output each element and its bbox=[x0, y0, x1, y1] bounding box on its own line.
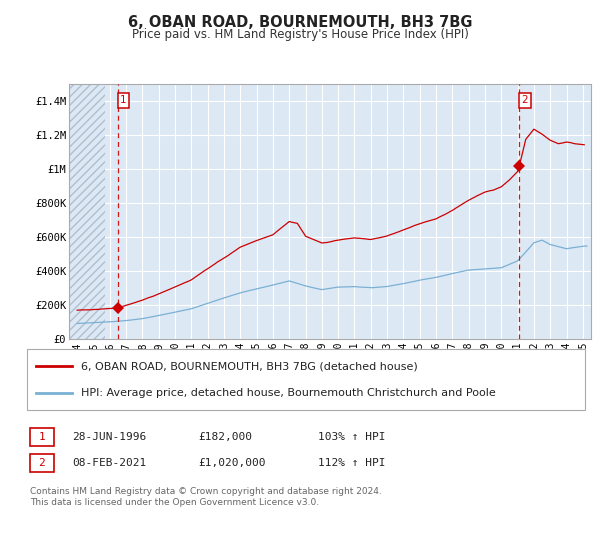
Text: 1: 1 bbox=[120, 95, 127, 105]
Text: 103% ↑ HPI: 103% ↑ HPI bbox=[318, 432, 386, 442]
Text: HPI: Average price, detached house, Bournemouth Christchurch and Poole: HPI: Average price, detached house, Bour… bbox=[81, 388, 496, 398]
Text: 6, OBAN ROAD, BOURNEMOUTH, BH3 7BG (detached house): 6, OBAN ROAD, BOURNEMOUTH, BH3 7BG (deta… bbox=[81, 361, 418, 371]
Text: 28-JUN-1996: 28-JUN-1996 bbox=[72, 432, 146, 442]
Text: 1: 1 bbox=[38, 432, 46, 442]
Text: 2: 2 bbox=[521, 95, 528, 105]
Bar bbox=[69, 84, 105, 339]
Text: 112% ↑ HPI: 112% ↑ HPI bbox=[318, 458, 386, 468]
Text: 2: 2 bbox=[38, 458, 46, 468]
Text: Price paid vs. HM Land Registry's House Price Index (HPI): Price paid vs. HM Land Registry's House … bbox=[131, 28, 469, 41]
Text: £182,000: £182,000 bbox=[198, 432, 252, 442]
Text: 6, OBAN ROAD, BOURNEMOUTH, BH3 7BG: 6, OBAN ROAD, BOURNEMOUTH, BH3 7BG bbox=[128, 15, 472, 30]
Text: Contains HM Land Registry data © Crown copyright and database right 2024.
This d: Contains HM Land Registry data © Crown c… bbox=[30, 487, 382, 507]
Text: 08-FEB-2021: 08-FEB-2021 bbox=[72, 458, 146, 468]
Text: £1,020,000: £1,020,000 bbox=[198, 458, 265, 468]
